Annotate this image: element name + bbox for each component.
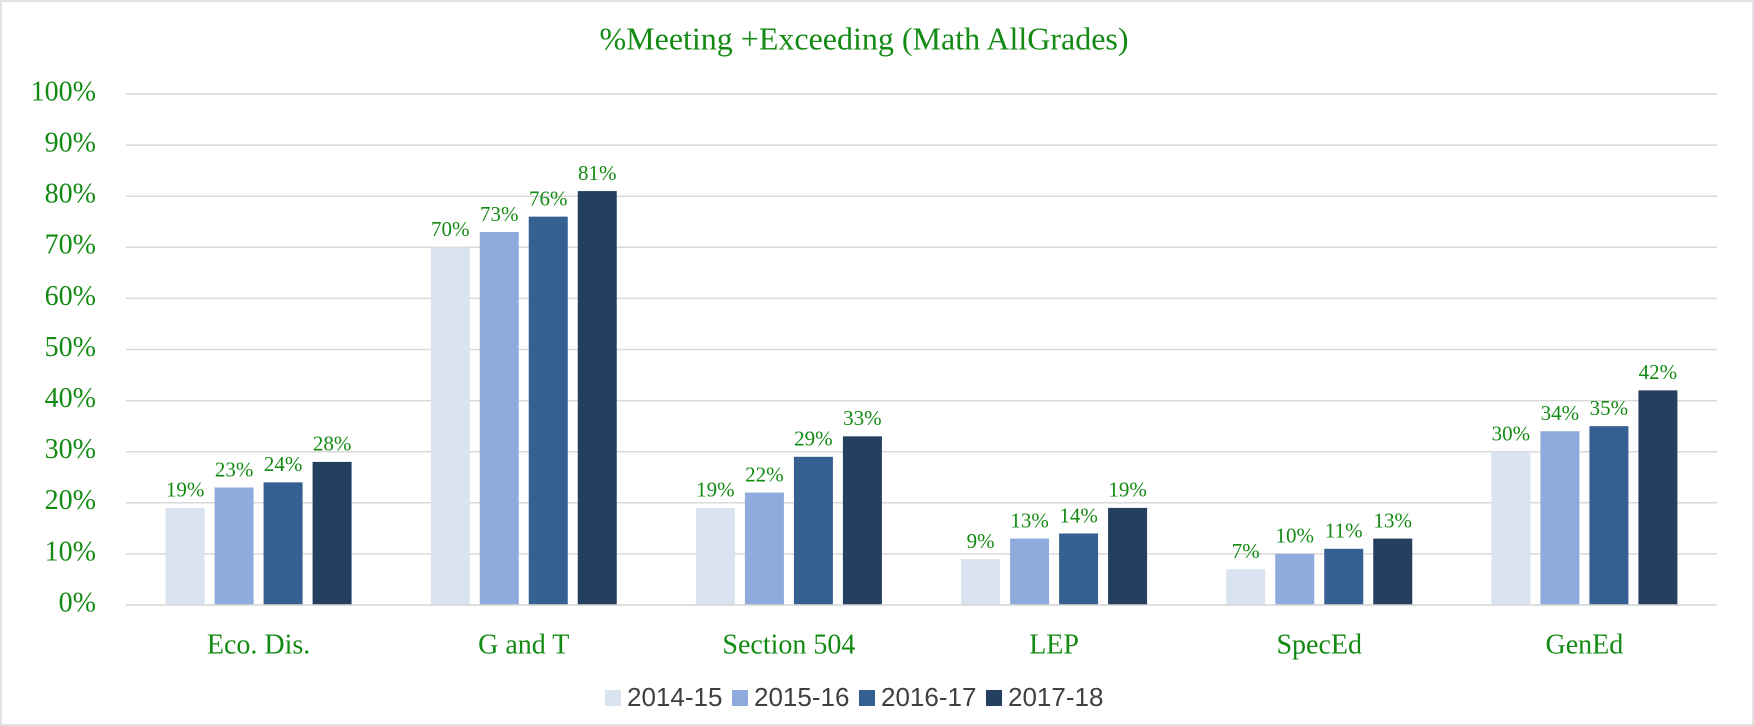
bar: [577, 191, 617, 605]
bar: [1491, 451, 1531, 605]
data-label: 13%: [1010, 508, 1049, 532]
data-label: 14%: [1059, 503, 1098, 527]
bar: [793, 456, 833, 605]
bar: [744, 492, 784, 605]
data-label: 29%: [794, 427, 833, 451]
bar: [528, 216, 568, 605]
bar: [1226, 569, 1266, 605]
y-tick-label: 60%: [45, 281, 96, 312]
bar: [312, 461, 352, 605]
legend-swatch: [605, 690, 621, 706]
legend-swatch: [859, 690, 875, 706]
data-label: 23%: [215, 457, 254, 481]
bar: [1059, 533, 1099, 605]
chart-title: %Meeting +Exceeding (Math AllGrades): [600, 20, 1129, 56]
bar: [479, 231, 519, 605]
data-label: 7%: [1232, 539, 1260, 563]
data-label: 35%: [1590, 396, 1629, 420]
bar: [1108, 507, 1148, 605]
y-tick-label: 80%: [45, 179, 96, 210]
y-tick-label: 50%: [45, 332, 96, 363]
y-tick-label: 0%: [59, 587, 96, 618]
y-tick-label: 90%: [45, 128, 96, 159]
x-tick-label: Section 504: [722, 629, 855, 660]
data-label: 81%: [578, 161, 617, 185]
bar: [695, 507, 735, 605]
data-label: 10%: [1276, 524, 1315, 548]
bar: [842, 436, 882, 605]
data-label: 76%: [529, 186, 568, 210]
y-tick-label: 10%: [45, 536, 96, 567]
y-tick-label: 70%: [45, 230, 96, 261]
data-label: 42%: [1639, 360, 1678, 384]
bar: [1540, 431, 1580, 605]
data-label: 19%: [1108, 478, 1147, 502]
x-tick-label: GenEd: [1546, 629, 1624, 660]
bar: [263, 482, 303, 605]
data-label: 73%: [480, 202, 519, 226]
bar: [430, 247, 470, 606]
data-label: 11%: [1325, 519, 1363, 543]
legend-swatch: [732, 690, 748, 706]
y-tick-label: 100%: [31, 76, 96, 107]
y-tick-label: 40%: [45, 383, 96, 414]
bar: [1638, 390, 1678, 605]
bar: [961, 559, 1001, 605]
x-tick-label: LEP: [1029, 629, 1079, 660]
x-tick-label: SpecEd: [1276, 629, 1362, 660]
data-label: 70%: [431, 217, 470, 241]
data-label: 9%: [967, 529, 995, 553]
bar: [1010, 538, 1050, 605]
x-tick-label: G and T: [478, 629, 569, 660]
data-label: 22%: [745, 462, 784, 486]
y-tick-label: 30%: [45, 434, 96, 465]
legend-swatch: [986, 690, 1002, 706]
data-label: 33%: [843, 406, 882, 430]
bar: [1589, 426, 1629, 605]
data-label: 34%: [1541, 401, 1580, 425]
bar: [1373, 538, 1413, 605]
legend-label: 2017-18: [1008, 682, 1103, 712]
legend-label: 2015-16: [754, 682, 849, 712]
x-tick-label: Eco. Dis.: [207, 629, 310, 660]
y-tick-label: 20%: [45, 485, 96, 516]
legend-label: 2014-15: [627, 682, 722, 712]
data-label: 19%: [166, 478, 205, 502]
data-label: 19%: [696, 478, 735, 502]
bar: [1275, 553, 1315, 605]
bar: [165, 507, 205, 605]
data-label: 24%: [264, 452, 303, 476]
data-label: 30%: [1492, 422, 1531, 446]
bar: [214, 487, 254, 605]
data-label: 28%: [313, 432, 352, 456]
bar: [1324, 548, 1364, 605]
data-label: 13%: [1374, 508, 1413, 532]
legend-label: 2016-17: [881, 682, 976, 712]
